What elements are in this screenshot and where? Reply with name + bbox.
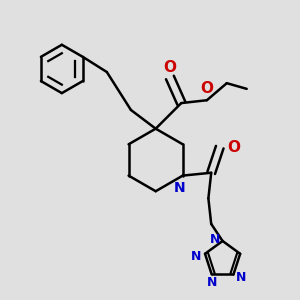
Text: N: N — [174, 181, 186, 195]
Text: O: O — [164, 60, 176, 75]
Text: N: N — [236, 271, 247, 284]
Text: N: N — [209, 233, 220, 246]
Text: O: O — [200, 81, 213, 96]
Text: N: N — [207, 276, 217, 289]
Text: O: O — [227, 140, 240, 155]
Text: N: N — [191, 250, 202, 263]
